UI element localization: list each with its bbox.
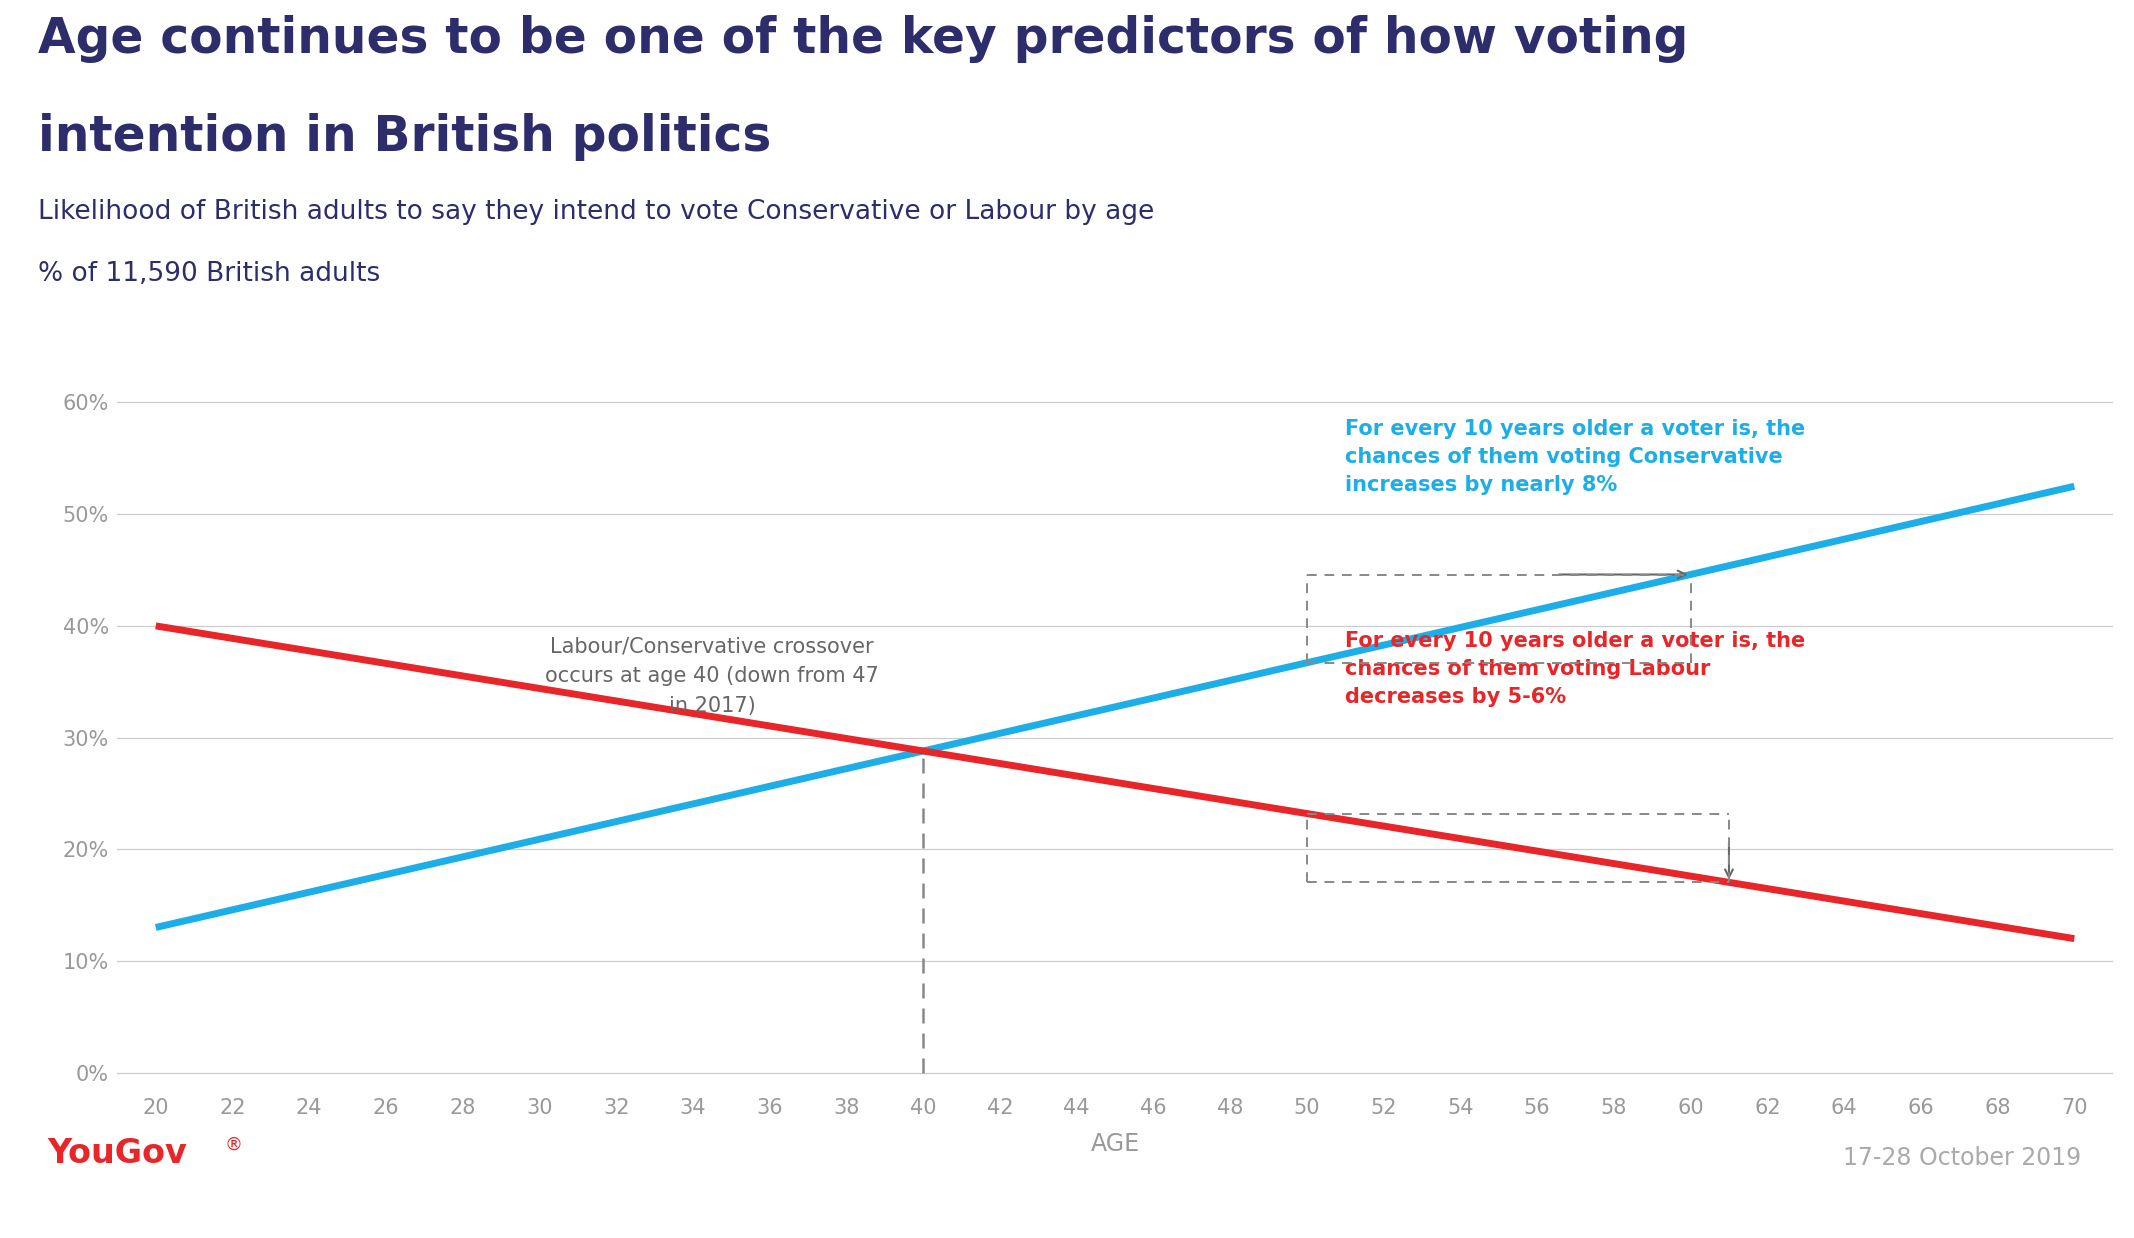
- Text: % of 11,590 British adults: % of 11,590 British adults: [38, 261, 380, 287]
- Text: Labour/Conservative crossover
occurs at age 40 (down from 47
in 2017): Labour/Conservative crossover occurs at …: [546, 636, 879, 716]
- Text: intention in British politics: intention in British politics: [38, 113, 773, 161]
- X-axis label: AGE: AGE: [1090, 1132, 1140, 1155]
- Text: ®: ®: [224, 1135, 241, 1154]
- Text: For every 10 years older a voter is, the
chances of them voting Labour
decreases: For every 10 years older a voter is, the…: [1344, 631, 1805, 707]
- Text: Likelihood of British adults to say they intend to vote Conservative or Labour b: Likelihood of British adults to say they…: [38, 199, 1154, 225]
- Text: For every 10 years older a voter is, the
chances of them voting Conservative
inc: For every 10 years older a voter is, the…: [1344, 420, 1805, 495]
- Text: 17-28 October 2019: 17-28 October 2019: [1842, 1146, 2081, 1170]
- Text: YouGov: YouGov: [47, 1136, 186, 1170]
- Text: Age continues to be one of the key predictors of how voting: Age continues to be one of the key predi…: [38, 15, 1688, 63]
